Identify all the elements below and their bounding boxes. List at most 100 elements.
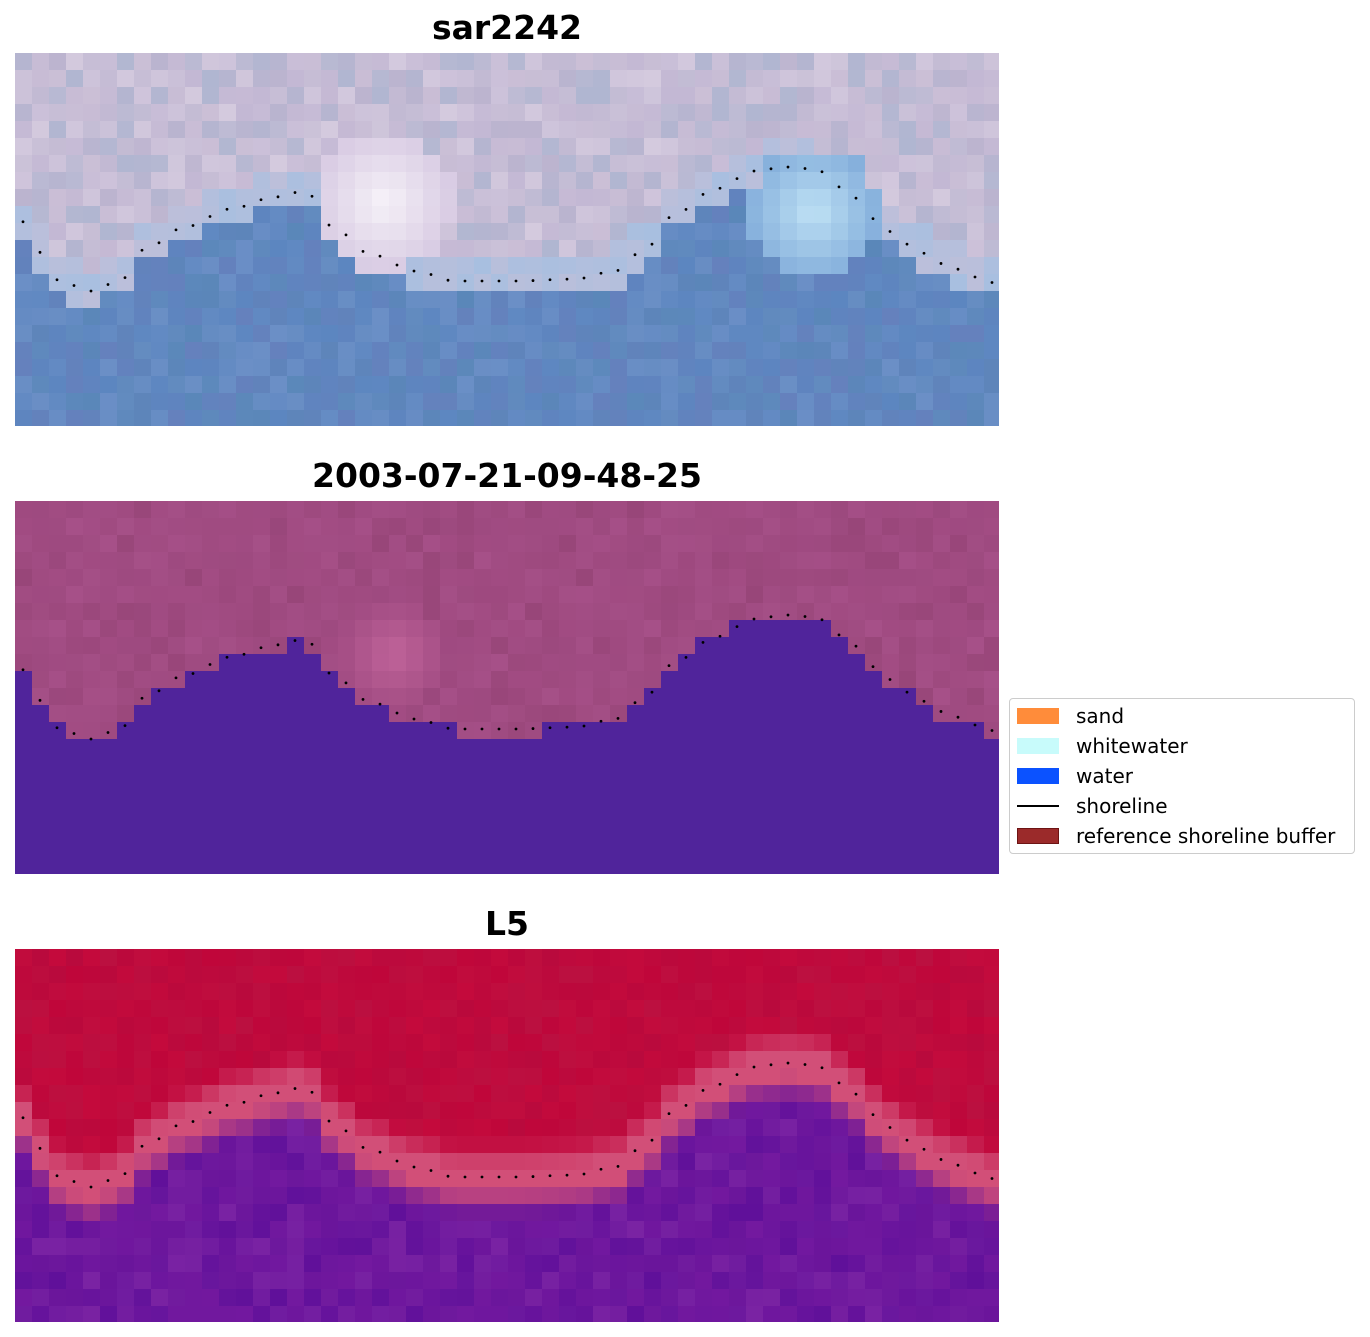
raster-cell <box>967 359 985 377</box>
raster-cell <box>627 1255 645 1273</box>
raster-cell <box>593 1204 611 1222</box>
shoreline-point <box>735 177 739 181</box>
raster-cell <box>848 1068 866 1086</box>
raster-cell <box>321 569 339 587</box>
raster-cell <box>933 342 951 360</box>
raster-cell <box>763 410 781 426</box>
shoreline-point <box>718 186 722 190</box>
raster-cell <box>848 535 866 553</box>
raster-cell <box>610 1255 628 1273</box>
raster-cell <box>83 722 101 740</box>
raster-cell <box>287 949 305 967</box>
raster-cell <box>865 308 883 326</box>
raster-cell <box>423 858 441 874</box>
shoreline-point <box>378 254 382 258</box>
shoreline-point <box>769 167 773 171</box>
raster-cell <box>933 1000 951 1018</box>
raster-cell <box>950 1119 968 1137</box>
raster-cell <box>814 240 832 258</box>
raster-cell <box>746 841 764 859</box>
raster-cell <box>304 501 322 519</box>
raster-cell <box>32 1017 50 1035</box>
raster-cell <box>627 603 645 621</box>
raster-cell <box>576 291 594 309</box>
raster-cell <box>66 637 84 655</box>
raster-cell <box>933 410 951 426</box>
raster-cell <box>678 966 696 984</box>
raster-cell <box>66 518 84 536</box>
raster-cell <box>559 257 577 275</box>
raster-cell <box>542 722 560 740</box>
raster-cell <box>134 87 152 105</box>
raster-cell <box>814 223 832 241</box>
shoreline-point <box>514 279 518 283</box>
raster-cell <box>882 1306 900 1322</box>
raster-cell <box>712 756 730 774</box>
raster-cell <box>610 325 628 343</box>
raster-cell <box>576 342 594 360</box>
raster-cell <box>627 189 645 207</box>
raster-cell <box>882 569 900 587</box>
shoreline-point <box>327 671 331 675</box>
raster-cell <box>440 1221 458 1239</box>
raster-cell <box>83 1068 101 1086</box>
raster-cell <box>542 501 560 519</box>
raster-cell <box>389 308 407 326</box>
raster-cell <box>253 501 271 519</box>
raster-cell <box>287 620 305 638</box>
raster-cell <box>491 983 509 1001</box>
raster-cell <box>15 1000 33 1018</box>
raster-cell <box>746 206 764 224</box>
raster-cell <box>321 1289 339 1307</box>
raster-cell <box>270 1017 288 1035</box>
raster-cell <box>83 790 101 808</box>
raster-cell <box>491 620 509 638</box>
raster-cell <box>865 552 883 570</box>
raster-cell <box>712 53 730 71</box>
raster-cell <box>440 1204 458 1222</box>
raster-cell <box>831 824 849 842</box>
raster-cell <box>814 739 832 757</box>
raster-cell <box>474 1119 492 1137</box>
raster-cell <box>593 1102 611 1120</box>
raster-cell <box>440 858 458 874</box>
shoreline-point <box>497 727 501 731</box>
raster-cell <box>848 1272 866 1290</box>
raster-cell <box>66 393 84 411</box>
raster-cell <box>134 189 152 207</box>
raster-cell <box>372 1119 390 1137</box>
shoreline-point <box>973 723 977 727</box>
raster-cell <box>491 501 509 519</box>
raster-cell <box>100 87 118 105</box>
raster-cell <box>508 1136 526 1154</box>
raster-cell <box>712 1187 730 1205</box>
shoreline-point <box>225 655 229 659</box>
raster-cell <box>678 518 696 536</box>
raster-cell <box>83 1051 101 1069</box>
raster-cell <box>882 1153 900 1171</box>
raster-cell <box>610 1272 628 1290</box>
raster-cell <box>83 325 101 343</box>
raster-cell <box>372 87 390 105</box>
raster-cell <box>406 1153 424 1171</box>
raster-cell <box>423 376 441 394</box>
raster-cell <box>695 1306 713 1322</box>
raster-cell <box>712 983 730 1001</box>
raster-cell <box>49 121 67 139</box>
raster-cell <box>134 569 152 587</box>
raster-cell <box>559 966 577 984</box>
raster-cell <box>202 1017 220 1035</box>
raster-cell <box>899 1170 917 1188</box>
raster-cell <box>270 70 288 88</box>
raster-cell <box>100 1051 118 1069</box>
raster-cell <box>474 121 492 139</box>
raster-cell <box>644 688 662 706</box>
raster-cell <box>712 1153 730 1171</box>
raster-cell <box>933 308 951 326</box>
raster-cell <box>882 308 900 326</box>
raster-cell <box>967 586 985 604</box>
raster-cell <box>49 501 67 519</box>
raster-cell <box>627 790 645 808</box>
raster-cell <box>542 949 560 967</box>
raster-cell <box>355 586 373 604</box>
